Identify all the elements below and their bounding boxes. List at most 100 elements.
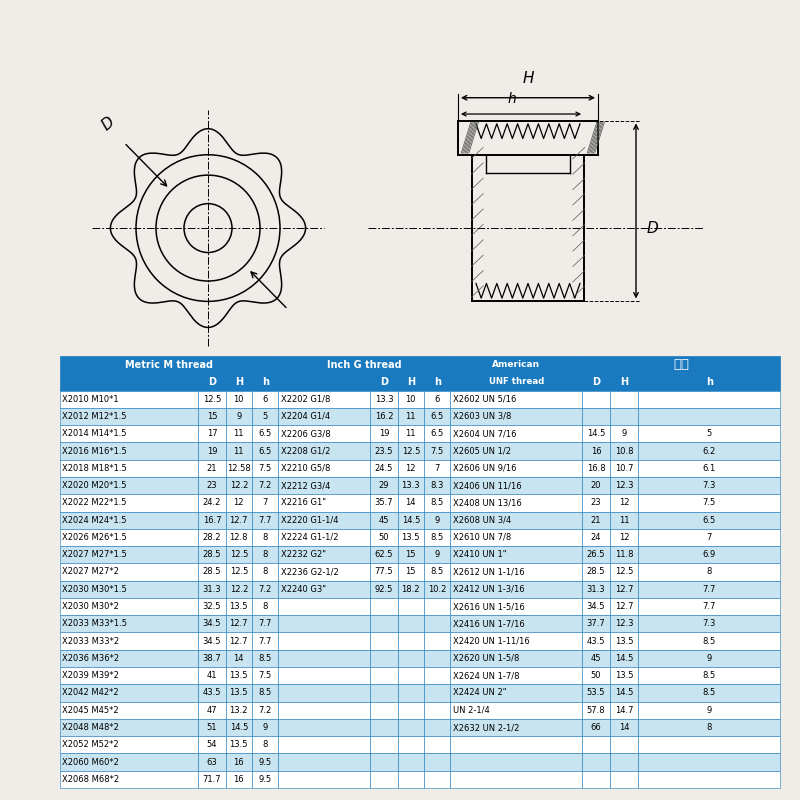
- Bar: [60, 702, 198, 719]
- Text: 28.2: 28.2: [202, 533, 222, 542]
- Bar: [252, 633, 278, 650]
- Text: 41: 41: [206, 671, 218, 680]
- Bar: [370, 684, 398, 702]
- Bar: [398, 702, 424, 719]
- Bar: [582, 408, 610, 425]
- Bar: [398, 633, 424, 650]
- Text: Inch G thread: Inch G thread: [327, 360, 402, 370]
- Text: D: D: [208, 377, 216, 387]
- Text: 35.7: 35.7: [374, 498, 394, 507]
- Bar: [60, 719, 198, 736]
- Text: 11: 11: [234, 430, 244, 438]
- Text: 7.7: 7.7: [258, 619, 272, 628]
- Text: 62.5: 62.5: [374, 550, 394, 559]
- Bar: [278, 702, 370, 719]
- Bar: [370, 477, 398, 494]
- Bar: [198, 736, 226, 754]
- Text: 12.5: 12.5: [615, 567, 633, 577]
- Text: X2012 M12*1.5: X2012 M12*1.5: [62, 412, 127, 421]
- Bar: [450, 563, 582, 581]
- Text: 7.5: 7.5: [258, 671, 272, 680]
- Bar: [226, 615, 252, 633]
- Text: 53.5: 53.5: [586, 689, 606, 698]
- Text: 14: 14: [618, 723, 630, 732]
- Text: X2042 M42*2: X2042 M42*2: [62, 689, 119, 698]
- Text: American: American: [492, 360, 541, 369]
- Bar: [278, 754, 370, 770]
- Bar: [450, 529, 582, 546]
- Bar: [398, 546, 424, 563]
- Bar: [424, 494, 450, 511]
- Text: 8: 8: [262, 533, 268, 542]
- Text: D: D: [380, 377, 388, 387]
- Text: 7.5: 7.5: [430, 446, 444, 455]
- Bar: [370, 736, 398, 754]
- Text: 28.5: 28.5: [202, 567, 222, 577]
- Bar: [638, 529, 780, 546]
- Bar: [278, 546, 370, 563]
- Bar: [450, 719, 582, 736]
- Text: X2412 UN 1-3/16: X2412 UN 1-3/16: [453, 585, 525, 594]
- Text: 10: 10: [406, 394, 416, 404]
- Bar: [252, 390, 278, 408]
- Text: 8: 8: [262, 602, 268, 611]
- Bar: [198, 754, 226, 770]
- Text: 43.5: 43.5: [202, 689, 222, 698]
- Bar: [252, 425, 278, 442]
- Bar: [610, 460, 638, 477]
- Bar: [450, 633, 582, 650]
- Bar: [450, 356, 582, 374]
- Bar: [370, 770, 398, 788]
- Bar: [398, 598, 424, 615]
- Bar: [638, 633, 780, 650]
- Text: 13.5: 13.5: [230, 740, 248, 750]
- Bar: [226, 425, 252, 442]
- Text: 12.5: 12.5: [402, 446, 420, 455]
- Bar: [424, 719, 450, 736]
- Text: X2045 M45*2: X2045 M45*2: [62, 706, 119, 714]
- Bar: [638, 390, 780, 408]
- Text: 12.5: 12.5: [203, 394, 221, 404]
- Text: D: D: [646, 221, 658, 235]
- Bar: [610, 581, 638, 598]
- Bar: [398, 563, 424, 581]
- Bar: [398, 390, 424, 408]
- Text: 8.3: 8.3: [430, 481, 444, 490]
- Bar: [638, 754, 780, 770]
- Bar: [278, 770, 370, 788]
- Bar: [450, 702, 582, 719]
- Bar: [638, 702, 780, 719]
- Text: 9: 9: [706, 706, 712, 714]
- Bar: [60, 736, 198, 754]
- Text: Metric M thread: Metric M thread: [125, 360, 213, 370]
- Text: 21: 21: [590, 516, 602, 525]
- Text: 13.2: 13.2: [230, 706, 248, 714]
- Bar: [610, 511, 638, 529]
- Text: 8.5: 8.5: [258, 654, 272, 663]
- Text: 14.5: 14.5: [615, 689, 633, 698]
- Text: X2604 UN 7/16: X2604 UN 7/16: [453, 430, 516, 438]
- Text: 12.3: 12.3: [614, 619, 634, 628]
- Text: 7.5: 7.5: [258, 464, 272, 473]
- Text: 26.5: 26.5: [586, 550, 606, 559]
- Text: 13.3: 13.3: [402, 481, 420, 490]
- Text: 43.5: 43.5: [586, 637, 606, 646]
- Bar: [278, 460, 370, 477]
- Bar: [610, 546, 638, 563]
- Bar: [226, 684, 252, 702]
- Bar: [582, 598, 610, 615]
- Bar: [424, 770, 450, 788]
- Bar: [252, 477, 278, 494]
- Text: 9.5: 9.5: [258, 758, 272, 766]
- Bar: [60, 390, 198, 408]
- Bar: [278, 684, 370, 702]
- Bar: [370, 598, 398, 615]
- Bar: [638, 684, 780, 702]
- Bar: [610, 477, 638, 494]
- Bar: [252, 460, 278, 477]
- Text: X2416 UN 1-7/16: X2416 UN 1-7/16: [453, 619, 525, 628]
- Text: 19: 19: [378, 430, 390, 438]
- Bar: [370, 702, 398, 719]
- Text: 7.2: 7.2: [258, 481, 272, 490]
- Text: 16: 16: [234, 758, 244, 766]
